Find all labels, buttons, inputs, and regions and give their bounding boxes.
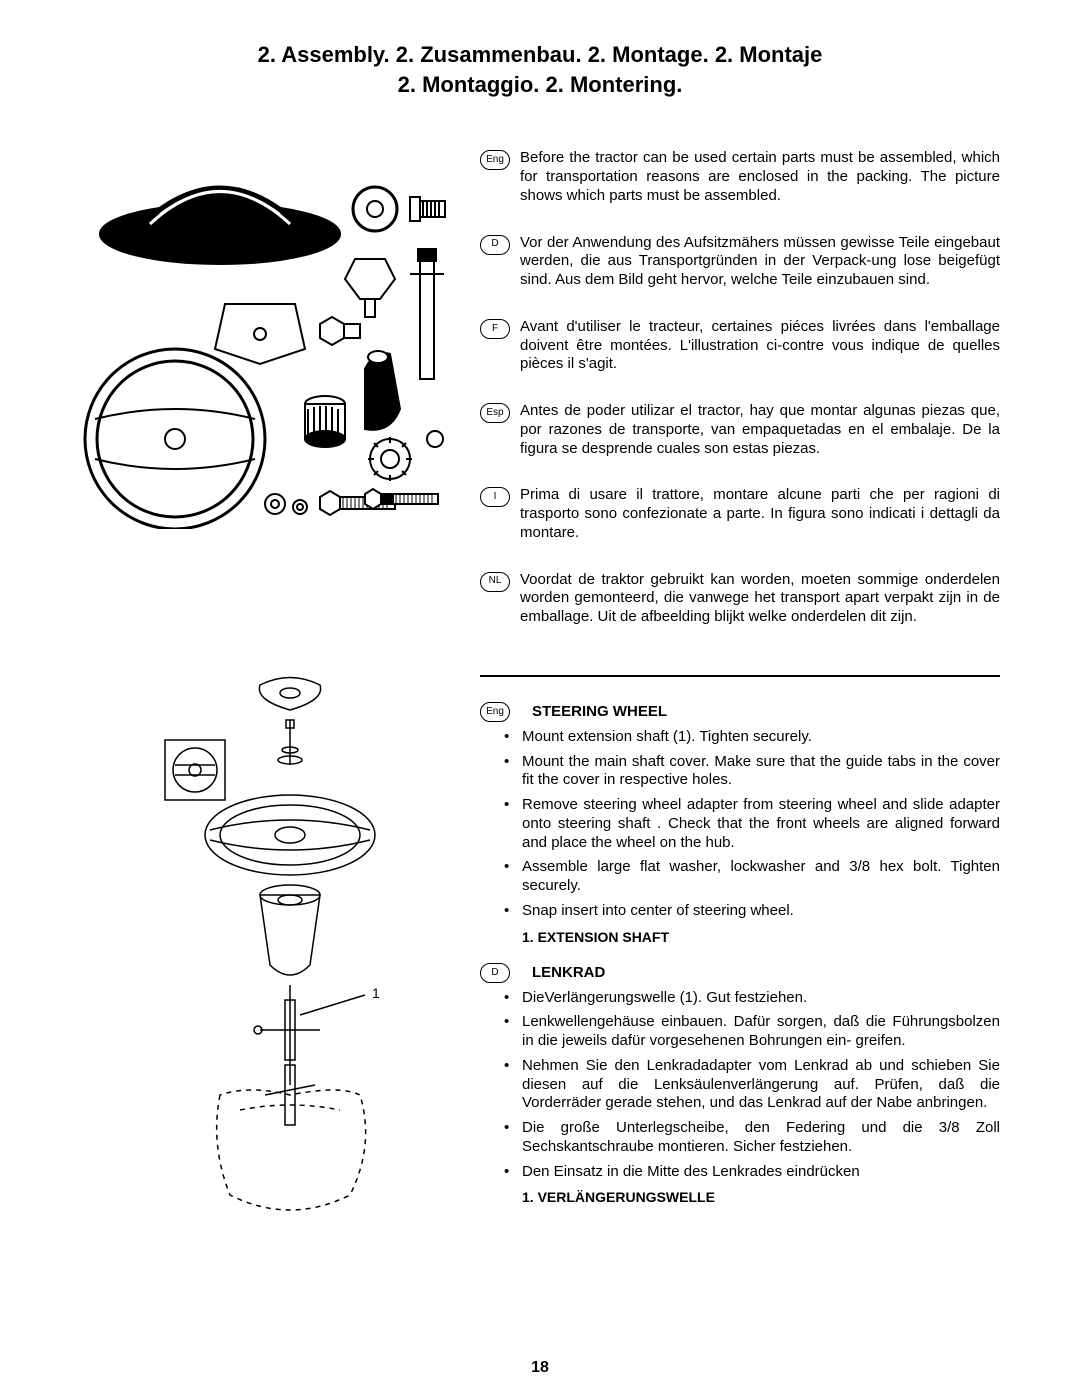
list-item: Assemble large flat washer, lockwasher a… — [522, 858, 1000, 896]
extension-shaft-caption: 1. EXTENSION SHAFT — [522, 929, 1000, 945]
list-item: Lenkwellengehäuse einbauen. Dafür sorgen… — [522, 1013, 1000, 1051]
intro-text-column: Eng Before the tractor can be used certa… — [480, 149, 1000, 655]
section-divider — [480, 675, 1000, 677]
title-line-1: 2. Assembly. 2. Zusammenbau. 2. Montage.… — [258, 42, 823, 67]
intro-d: D Vor der Anwendung des Aufsitzmähers mü… — [480, 234, 1000, 290]
lang-badge-i: I — [480, 487, 510, 507]
intro-eng: Eng Before the tractor can be used certa… — [480, 149, 1000, 205]
lang-badge-esp: Esp — [480, 403, 510, 423]
intro-f: F Avant d'utiliser le tracteur, certaine… — [480, 318, 1000, 374]
list-item: Den Einsatz in die Mitte des Lenkrades e… — [522, 1163, 1000, 1182]
lang-badge-eng: Eng — [480, 150, 510, 170]
steering-wheel-list: Mount extension shaft (1). Tighten secur… — [480, 728, 1000, 921]
figure-callout-1: 1 — [372, 985, 380, 1001]
upper-section: Eng Before the tractor can be used certa… — [80, 149, 1000, 655]
intro-i-text: Prima di usare il trattore, montare alcu… — [520, 486, 1000, 542]
steering-wheel-heading: Eng STEERING WHEEL — [480, 702, 1000, 722]
lenkrad-title: LENKRAD — [532, 964, 605, 981]
intro-f-text: Avant d'utiliser le tracteur, certaines … — [520, 318, 1000, 374]
intro-d-text: Vor der Anwendung des Aufsitzmähers müss… — [520, 234, 1000, 290]
intro-nl: NL Voordat de traktor gebruikt kan worde… — [480, 571, 1000, 627]
list-item: DieVerlängerungswelle (1). Gut festziehe… — [522, 989, 1000, 1008]
intro-eng-text: Before the tractor can be used certain p… — [520, 149, 1000, 205]
lang-badge-d: D — [480, 235, 510, 255]
lang-badge-nl: NL — [480, 572, 510, 592]
list-item: Remove steering wheel adapter from steer… — [522, 796, 1000, 852]
verlaengerungswelle-caption: 1. VERLÄNGERUNGSWELLE — [522, 1189, 1000, 1205]
intro-esp: Esp Antes de poder utilizar el tractor, … — [480, 402, 1000, 458]
steering-wheel-title: STEERING WHEEL — [532, 703, 667, 720]
lenkrad-list: DieVerlängerungswelle (1). Gut festziehe… — [480, 989, 1000, 1182]
lenkrad-heading: D LENKRAD — [480, 963, 1000, 983]
list-item: Mount extension shaft (1). Tighten secur… — [522, 728, 1000, 747]
instructions-column: Eng STEERING WHEEL Mount extension shaft… — [480, 665, 1000, 1225]
intro-nl-text: Voordat de traktor gebruikt kan worden, … — [520, 571, 1000, 627]
intro-i: I Prima di usare il trattore, montare al… — [480, 486, 1000, 542]
list-item: Die große Unterlegscheibe, den Federing … — [522, 1119, 1000, 1157]
list-item: Mount the main shaft cover. Make sure th… — [522, 753, 1000, 791]
page-title: 2. Assembly. 2. Zusammenbau. 2. Montage.… — [80, 40, 1000, 99]
lang-badge-d-2: D — [480, 963, 510, 983]
intro-esp-text: Antes de poder utilizar el tractor, hay … — [520, 402, 1000, 458]
figure-steering-assembly: 1 — [80, 665, 450, 1225]
figure-parts — [80, 149, 450, 655]
lower-section: 1 Eng STEERING WHEEL Mount extension sha… — [80, 665, 1000, 1225]
page-number: 18 — [0, 1359, 1080, 1377]
lang-badge-eng-2: Eng — [480, 702, 510, 722]
list-item: Snap insert into center of steering whee… — [522, 902, 1000, 921]
lang-badge-f: F — [480, 319, 510, 339]
list-item: Nehmen Sie den Lenkradadapter vom Lenkra… — [522, 1057, 1000, 1113]
title-line-2: 2. Montaggio. 2. Montering. — [398, 72, 683, 97]
